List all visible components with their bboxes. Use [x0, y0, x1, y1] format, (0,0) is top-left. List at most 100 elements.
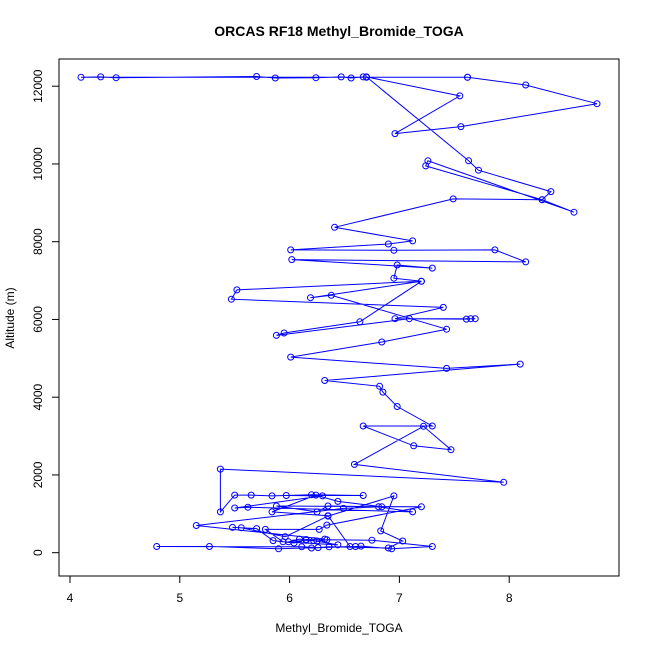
data-point [272, 331, 280, 339]
data-point [227, 295, 235, 303]
data-point [324, 502, 332, 510]
data-point [319, 492, 326, 500]
data-point [216, 508, 224, 516]
data-point [287, 353, 295, 361]
data-point [324, 512, 332, 520]
data-point [422, 162, 430, 170]
data-point [359, 492, 367, 499]
data-point [339, 504, 347, 512]
data-point [428, 264, 436, 272]
data-point [443, 325, 451, 333]
data-point [216, 465, 224, 473]
data-point [302, 536, 310, 543]
x-tick-label: 4 [67, 591, 74, 605]
data-point [409, 237, 417, 245]
data-point [229, 523, 236, 531]
data-point [347, 74, 355, 82]
data-point [346, 543, 354, 550]
x-axis: 4 5 6 7 8 [67, 575, 513, 605]
data-point [439, 303, 447, 311]
y-tick-label: 10000 [31, 147, 45, 181]
data-point [275, 545, 283, 553]
data-point [296, 535, 303, 543]
data-point [410, 442, 418, 450]
data-point [420, 422, 427, 430]
data-point [405, 315, 413, 323]
data-point [384, 240, 392, 248]
data-point [570, 208, 578, 216]
data-point [465, 157, 473, 165]
data-point [77, 73, 85, 81]
data-point [464, 73, 471, 81]
data-point [359, 422, 367, 430]
data-point [261, 525, 269, 533]
data-point [192, 522, 200, 529]
data-point [593, 100, 601, 108]
y-axis-label: Altitude (m) [3, 287, 17, 348]
data-point [97, 73, 105, 81]
data-point [391, 315, 399, 323]
data-point [500, 478, 508, 486]
data-point [471, 315, 479, 323]
data-point [393, 261, 401, 269]
data-point [388, 545, 396, 553]
data-point [491, 246, 499, 254]
data-point [314, 544, 322, 552]
y-tick-label: 4000 [31, 384, 45, 411]
data-point [409, 508, 417, 516]
data-point [384, 544, 392, 552]
data-point [153, 543, 161, 550]
data-point [323, 521, 331, 529]
data-point [447, 446, 455, 454]
x-tick-label: 7 [396, 591, 403, 605]
data-point [321, 377, 329, 384]
y-tick-label: 8000 [31, 228, 45, 255]
data-point [313, 537, 321, 545]
data-point [334, 541, 342, 549]
data-point [271, 74, 279, 82]
x-tick-label: 6 [286, 591, 293, 605]
data-point [307, 294, 314, 302]
data-point [547, 188, 555, 196]
data-point [393, 403, 401, 410]
data-point [325, 543, 333, 551]
data-point [315, 525, 323, 533]
data-point [399, 537, 407, 545]
data-point [428, 543, 436, 550]
data-point [456, 92, 464, 100]
data-point [391, 130, 399, 138]
data-point [268, 492, 276, 500]
y-tick-label: 12000 [31, 69, 45, 103]
data-point [312, 74, 320, 82]
data-point [205, 543, 213, 550]
data-point [538, 196, 546, 204]
data-point [280, 329, 288, 337]
data-point [308, 544, 315, 552]
data-point [462, 315, 470, 323]
data-point [457, 123, 465, 131]
data-point [368, 536, 376, 544]
data-point [308, 491, 315, 499]
data-point [377, 527, 385, 535]
y-tick-label: 6000 [31, 306, 45, 333]
data-point [379, 388, 387, 396]
data-point [417, 277, 425, 285]
data-point [390, 492, 398, 500]
data-point [356, 318, 364, 326]
data-point [443, 364, 451, 372]
data-point [244, 503, 252, 511]
data-point [288, 256, 296, 264]
data-point [312, 491, 320, 499]
data-point [231, 504, 239, 512]
data-point [272, 502, 280, 510]
data-point [363, 73, 370, 81]
data-point [321, 535, 329, 543]
data-point [253, 73, 261, 80]
y-axis: 0 2000 4000 6000 8000 10000 12000 [31, 69, 60, 556]
data-point [522, 258, 530, 266]
data-point [378, 503, 386, 511]
data-point [281, 533, 289, 541]
data-point [282, 492, 290, 499]
